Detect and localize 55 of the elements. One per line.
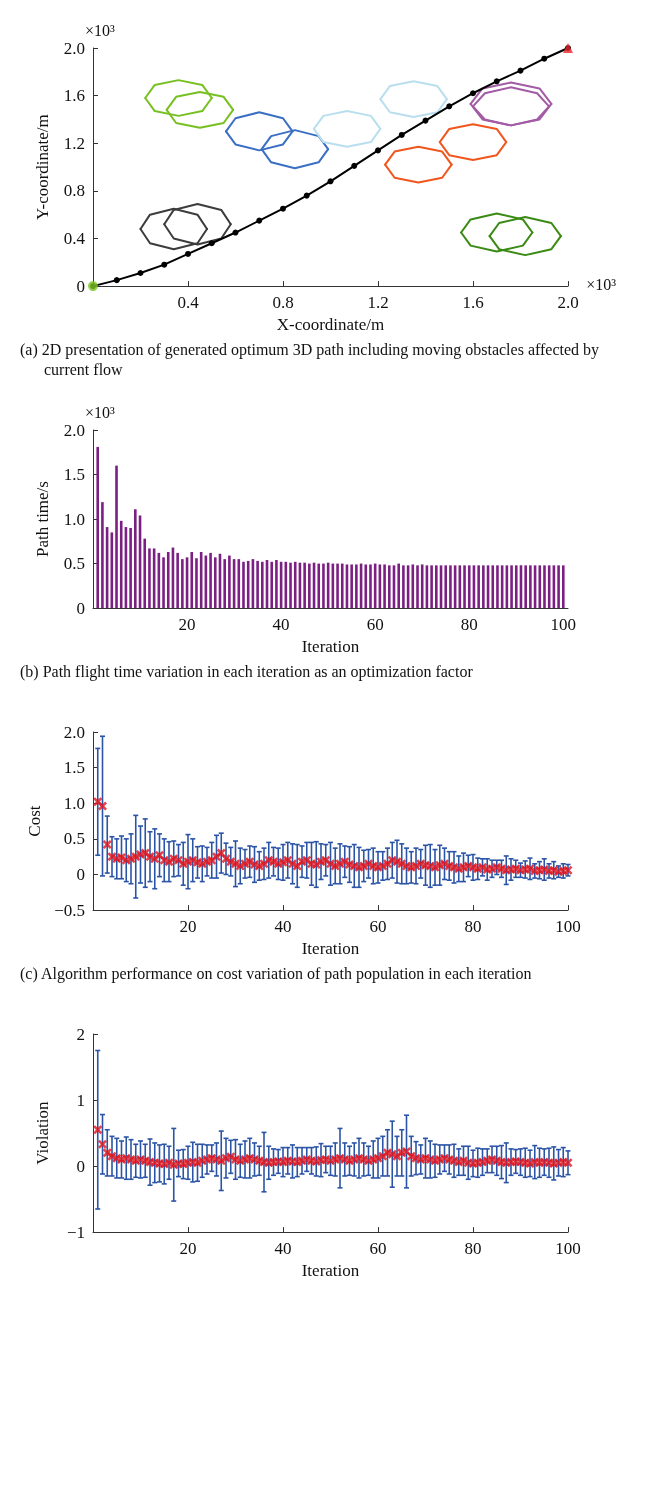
y-tick-label: 1 bbox=[76, 1090, 85, 1110]
x-tick-label: 100 bbox=[555, 1239, 581, 1259]
y-axis-title: Violation bbox=[33, 1100, 52, 1165]
x-tick-label: 20 bbox=[179, 917, 197, 937]
x-axis-title: Iteration bbox=[301, 1261, 360, 1280]
y-tick-label: 0.8 bbox=[63, 181, 85, 201]
y-tick-label: −0.5 bbox=[54, 900, 85, 920]
x-tick-label: 60 bbox=[369, 1239, 387, 1259]
x-tick-label: 1.6 bbox=[462, 293, 484, 313]
y-tick-label: 0 bbox=[76, 1156, 85, 1176]
x-tick-label: 0.8 bbox=[272, 293, 294, 313]
x-tick-label: 100 bbox=[550, 615, 577, 635]
text: (b) Path flight time variation in each iteration as an optimization factor bbox=[19, 662, 474, 683]
x-tick-label: 80 bbox=[460, 615, 478, 635]
x-tick-label: 1.2 bbox=[367, 293, 389, 313]
x-tick-label: 0.4 bbox=[177, 293, 200, 313]
y-tick-label: 0.4 bbox=[63, 228, 86, 248]
x-tick-label: 40 bbox=[274, 1239, 292, 1259]
text: (a) 2D presentation of generated optimum 3D path including moving obstacles affected by current flow bbox=[19, 340, 601, 380]
x-tick-label: 20 bbox=[179, 1239, 197, 1259]
x-tick-label: 100 bbox=[555, 917, 581, 937]
y-tick-label: 1.2 bbox=[63, 133, 85, 153]
x-tick-label: 40 bbox=[274, 917, 292, 937]
y-tick-label: 2 bbox=[76, 1024, 85, 1044]
x-tick-label: 80 bbox=[464, 917, 482, 937]
y-tick-label: 2.0 bbox=[63, 420, 85, 440]
x-tick-label: 60 bbox=[369, 917, 387, 937]
x-tick-label: 40 bbox=[272, 615, 290, 635]
text: (c) Algorithm performance on cost variation of path population in each iteration bbox=[19, 964, 533, 985]
y-tick-label: 0 bbox=[76, 276, 85, 296]
y-tick-label: 0 bbox=[76, 864, 85, 884]
text: ×10³ bbox=[85, 21, 116, 39]
x-tick-label: 60 bbox=[366, 615, 384, 635]
y-tick-label: 2.0 bbox=[63, 722, 85, 742]
x-axis-title: Iteration bbox=[301, 637, 360, 656]
y-tick-label: −1 bbox=[66, 1222, 85, 1242]
text: ×10³ bbox=[85, 403, 116, 421]
y-tick-label: 0.5 bbox=[63, 554, 85, 574]
y-tick-label: 0.5 bbox=[63, 829, 85, 849]
x-tick-label: 20 bbox=[178, 615, 196, 635]
y-axis-title: Cost bbox=[25, 805, 45, 837]
x-axis-title: X-coordinate/m bbox=[276, 315, 385, 334]
y-axis-title: Path time/s bbox=[33, 481, 52, 558]
x-tick-label: 2.0 bbox=[557, 293, 579, 313]
y-tick-label: 1.0 bbox=[63, 509, 85, 529]
y-tick-label: 1.5 bbox=[63, 465, 85, 485]
text: ×10³ bbox=[586, 275, 617, 293]
y-tick-label: 1.5 bbox=[63, 758, 85, 778]
y-tick-label: 0 bbox=[76, 598, 85, 618]
x-axis-title: Iteration bbox=[301, 939, 360, 958]
x-tick-label: 80 bbox=[464, 1239, 482, 1259]
y-tick-label: 1.6 bbox=[63, 86, 85, 106]
y-tick-label: 2.0 bbox=[63, 38, 85, 58]
y-tick-label: 1.0 bbox=[63, 793, 85, 813]
y-axis-title: Y-coordinate/m bbox=[33, 114, 52, 220]
